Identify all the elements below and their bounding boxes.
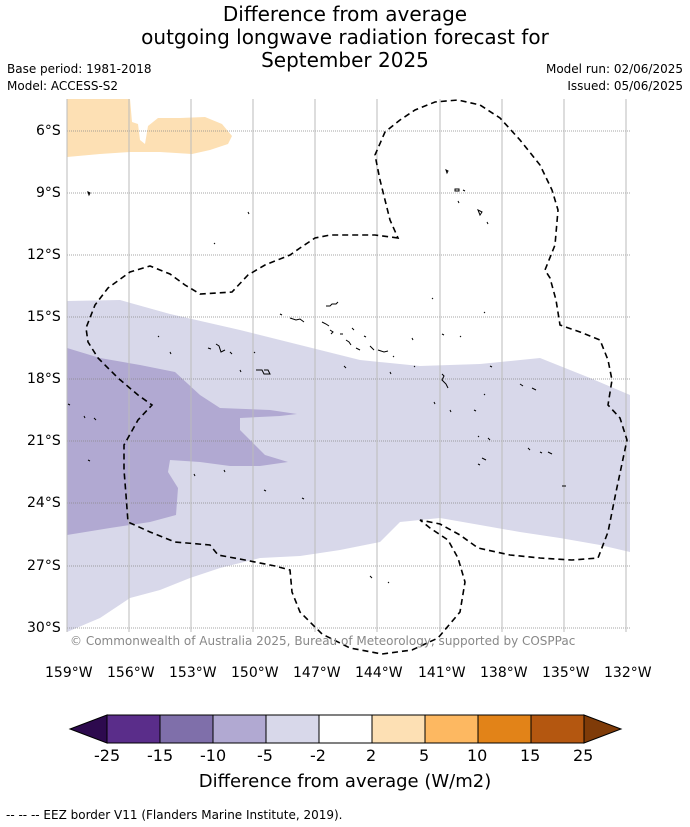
colorbar-segment: [424, 714, 479, 744]
colorbar-tick: -10: [200, 746, 227, 765]
lon-label: 141°W: [418, 665, 466, 681]
colorbar-tick: 2: [366, 746, 377, 765]
lon-label: 147°W: [293, 665, 341, 681]
model-run: Model run: 02/06/2025: [545, 62, 683, 76]
lat-label: 15°S: [27, 309, 61, 325]
anomaly-region-positive: [67, 99, 232, 157]
colorbar-title: Difference from average (W/m2): [198, 771, 492, 792]
colorbar-tick: -2: [310, 746, 326, 765]
copyright-notice: © Commonwealth of Australia 2025, Bureau…: [70, 634, 576, 648]
anomaly-region-light: [67, 300, 630, 632]
issued-date: Issued: 05/06/2025: [567, 79, 683, 93]
anomaly-region-medium: [67, 348, 297, 535]
lat-label: 18°S: [27, 371, 61, 387]
colorbar-segment: [212, 714, 267, 744]
lat-label: 24°S: [27, 495, 61, 511]
lon-label: 135°W: [542, 665, 590, 681]
lon-label: 156°W: [107, 665, 155, 681]
colorbar-segment: [159, 714, 214, 744]
lon-label: 153°W: [169, 665, 217, 681]
colorbar: [68, 714, 623, 744]
colorbar-tick: -25: [94, 746, 121, 765]
colorbar-segment: [106, 714, 161, 744]
eez-legend-note: -- -- -- EEZ border V11 (Flanders Marine…: [6, 808, 343, 822]
colorbar-extend-high: [583, 714, 623, 744]
colorbar-segment: [530, 714, 585, 744]
lat-label: 30°S: [27, 620, 61, 636]
lat-label: 27°S: [27, 558, 61, 574]
map-title-line-2: outgoing longwave radiation forecast for: [141, 25, 549, 49]
colorbar-extend-low: [68, 714, 108, 744]
colorbar-segment: [371, 714, 426, 744]
map-title-line-1: Difference from average: [222, 2, 468, 26]
colorbar-tick: 5: [419, 746, 430, 765]
lat-label: 9°S: [36, 185, 61, 201]
base-period: Base period: 1981-2018: [7, 62, 152, 76]
lon-label: 150°W: [231, 665, 279, 681]
colorbar-segment: [265, 714, 320, 744]
eez-border: [85, 99, 628, 655]
colorbar-tick: -15: [147, 746, 174, 765]
colorbar-tick: 15: [520, 746, 541, 765]
lon-label: 138°W: [480, 665, 528, 681]
lon-label: 132°W: [604, 665, 652, 681]
lat-label: 12°S: [27, 247, 61, 263]
colorbar-tick: -5: [257, 746, 273, 765]
lon-label: 159°W: [45, 665, 93, 681]
lat-label: 21°S: [27, 433, 61, 449]
colorbar-tick: 25: [573, 746, 594, 765]
colorbar-segment: [477, 714, 532, 744]
model-name: Model: ACCESS-S2: [7, 79, 119, 93]
colorbar-segment: [318, 714, 373, 744]
island-outlines: [67, 169, 566, 584]
colorbar-tick: 10: [467, 746, 488, 765]
lat-label: 6°S: [36, 123, 61, 139]
lon-label: 144°W: [355, 665, 403, 681]
meridian-lines: [66, 99, 627, 632]
map-title-line-3: September 2025: [261, 48, 429, 72]
